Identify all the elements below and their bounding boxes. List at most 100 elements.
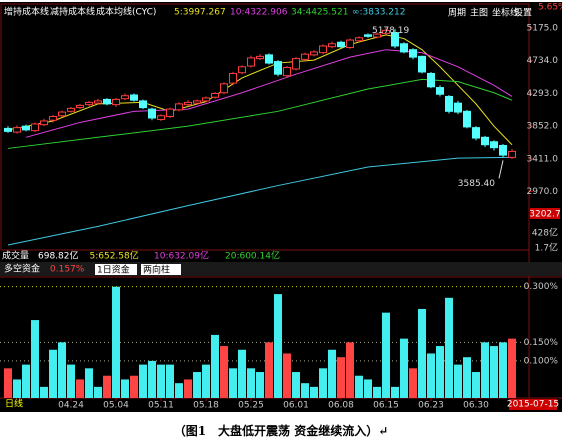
candle-body [346, 39, 354, 48]
bar [274, 294, 282, 398]
bar [319, 368, 327, 398]
candle-body [409, 49, 417, 58]
bar [283, 353, 291, 398]
candle-body [229, 72, 237, 84]
bar [13, 379, 21, 398]
bar [463, 357, 471, 398]
bar [400, 338, 408, 398]
candle-body [193, 100, 201, 104]
bar [310, 386, 318, 398]
toolbar-item[interactable]: 坐标线 [492, 7, 519, 19]
volume-axis-label: 428亿 [532, 227, 558, 239]
bar [445, 297, 453, 398]
bar [409, 368, 417, 398]
bar [202, 364, 210, 398]
toolbar-item[interactable]: 设置 [514, 8, 532, 19]
y-tick-label: 0.300% [524, 282, 559, 292]
candle-body [391, 32, 399, 47]
dropdown[interactable] [95, 264, 137, 275]
bar [112, 286, 120, 398]
candle-body [211, 92, 219, 98]
bar [49, 349, 57, 398]
bar [166, 364, 174, 398]
candle-body [49, 116, 57, 121]
panel-title: 多空资金 [4, 263, 40, 275]
candle-body [283, 67, 291, 77]
candle-body [364, 34, 372, 37]
bar [40, 386, 48, 398]
toolbar-item[interactable]: 主图 [470, 7, 488, 19]
bar [247, 368, 255, 398]
ma-line [7, 34, 513, 146]
period[interactable]: 日线 [5, 398, 23, 410]
candle-body [418, 55, 426, 73]
y-tick-label: 3411.0 [527, 154, 559, 164]
dropdown[interactable] [141, 264, 181, 275]
cursor-date-box [509, 399, 557, 410]
bar [4, 368, 12, 398]
indicator-legend: 减持成本线 [50, 6, 95, 18]
candle-body [463, 110, 471, 128]
indicator-legend: 成本均线(CYC) [96, 6, 156, 18]
candle-body [130, 94, 138, 101]
candle-body [13, 127, 21, 133]
bar [211, 334, 219, 398]
candle-body [481, 136, 489, 146]
x-tick-label: 06.01 [283, 401, 309, 411]
candle-body [112, 98, 120, 106]
candle-body [355, 37, 363, 42]
bar [220, 346, 228, 398]
candle-body [445, 95, 453, 112]
bar [31, 320, 39, 398]
price-box [530, 208, 560, 219]
candle-body [31, 123, 39, 132]
bar [175, 383, 183, 398]
bar [301, 383, 309, 398]
bar [436, 346, 444, 398]
y-tick-label: 4734.0 [527, 56, 559, 66]
price-label: 3202.7 [529, 210, 561, 220]
volume-legend: 698.82亿 [38, 250, 79, 262]
bar [373, 386, 381, 398]
bar [391, 386, 399, 398]
candle-body [508, 150, 516, 158]
candle-body [139, 100, 147, 109]
candle-body [454, 102, 462, 113]
bar [328, 349, 336, 398]
cursor-date: 2015-07-15 [507, 400, 559, 410]
ma-line [7, 156, 513, 246]
candle-body [67, 107, 75, 112]
bar [121, 379, 129, 398]
candle-body [148, 108, 156, 119]
bar [193, 372, 201, 398]
y-tick-label: 3852.0 [527, 122, 559, 132]
candle-body [166, 108, 174, 118]
candle-body [256, 55, 264, 60]
bar [229, 368, 237, 398]
bar [499, 342, 507, 398]
candle-body [220, 83, 228, 94]
candle-body [310, 51, 318, 56]
candle-body [328, 43, 336, 48]
candle-body [22, 125, 30, 131]
bar [103, 375, 111, 398]
series-legend: 5:3997.267 [174, 8, 226, 18]
candle-body [4, 127, 12, 132]
bar [130, 375, 138, 398]
x-tick-label: 06.30 [463, 401, 489, 411]
toolbar-item[interactable]: 周期 [448, 8, 466, 19]
bar [76, 379, 84, 398]
bar [94, 386, 102, 398]
candle-body [238, 66, 246, 74]
y-tick-label: 0.150% [524, 338, 559, 348]
candle-body [373, 33, 381, 38]
candle-body [247, 57, 255, 67]
annotation-arrow [498, 160, 504, 179]
candle-body [436, 87, 444, 95]
bar [157, 364, 165, 398]
bar [346, 342, 354, 398]
x-tick-label: 05.18 [193, 401, 219, 411]
candle-body [202, 97, 210, 102]
candle-body [301, 53, 309, 60]
